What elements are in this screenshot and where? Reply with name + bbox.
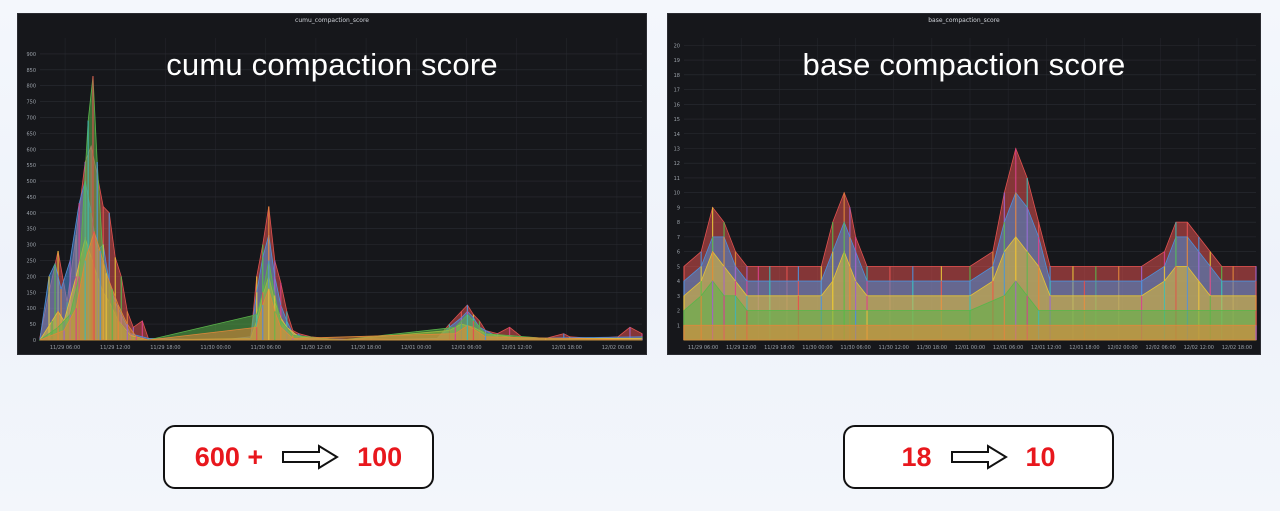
y-tick-label: 100 (26, 306, 36, 312)
y-tick-label: 600 (26, 147, 36, 153)
series-area (683, 324, 1257, 341)
x-tick-label: 11/29 12:00 (100, 345, 130, 351)
y-tick-label: 14 (674, 132, 680, 138)
y-tick-label: 700 (26, 115, 36, 121)
x-tick-label: 11/30 00:00 (802, 345, 832, 351)
y-tick-label: 400 (26, 211, 36, 217)
x-tick-label: 11/30 00:00 (200, 345, 230, 351)
x-tick-label: 11/29 12:00 (726, 345, 756, 351)
x-tick-label: 11/30 06:00 (251, 345, 281, 351)
right-arrow-icon (282, 444, 340, 470)
y-tick-label: 15 (674, 117, 680, 123)
cumu-compaction-chart-panel: cumu_compaction_score 0 50 100 150 200 250 300… (18, 14, 646, 354)
y-tick-label: 9 (677, 205, 680, 211)
y-tick-label: 11 (674, 176, 680, 182)
x-tick-label: 11/29 18:00 (764, 345, 794, 351)
y-tick-label: 150 (26, 290, 36, 296)
y-tick-label: 2 (677, 309, 680, 315)
y-tick-label: 7 (677, 235, 680, 241)
x-tick-label: 12/01 00:00 (955, 345, 985, 351)
x-tick-label: 11/30 12:00 (301, 345, 331, 351)
y-tick-label: 650 (26, 131, 36, 137)
x-tick-label: 12/01 06:00 (451, 345, 481, 351)
base-score-change-callout: 18 10 (843, 425, 1114, 489)
y-tick-label: 17 (674, 88, 680, 94)
x-tick-label: 11/30 06:00 (840, 345, 870, 351)
series-area (39, 144, 643, 341)
y-tick-label: 19 (674, 58, 680, 64)
y-tick-label: 550 (26, 163, 36, 169)
cumu-score-change-callout: 600 + 100 (163, 425, 434, 489)
chart-header-title: base_compaction_score (928, 17, 1000, 24)
y-tick-label: 500 (26, 179, 36, 185)
y-tick-label: 4 (677, 279, 680, 285)
y-tick-label: 350 (26, 227, 36, 233)
x-tick-label: 11/29 06:00 (688, 345, 718, 351)
x-tick-label: 12/01 18:00 (1069, 345, 1099, 351)
y-tick-label: 0 (33, 338, 36, 344)
x-tick-label: 12/02 00:00 (1107, 345, 1137, 351)
y-tick-label: 13 (674, 146, 680, 152)
x-tick-label: 12/02 18:00 (1222, 345, 1252, 351)
chart-header-title: cumu_compaction_score (295, 17, 369, 24)
y-tick-label: 800 (26, 84, 36, 90)
y-tick-label: 450 (26, 195, 36, 201)
x-tick-label: 12/01 18:00 (552, 345, 582, 351)
y-tick-label: 750 (26, 100, 36, 106)
y-tick-label: 50 (30, 322, 36, 328)
y-tick-label: 200 (26, 274, 36, 280)
y-tick-label: 250 (26, 259, 36, 265)
x-tick-label: 12/01 12:00 (1031, 345, 1061, 351)
y-tick-label: 16 (674, 102, 680, 108)
before-value: 600 + (194, 441, 264, 472)
chart-overlay-title: base compaction score (802, 47, 1126, 82)
right-arrow-icon (950, 444, 1008, 470)
x-tick-label: 12/02 00:00 (602, 345, 632, 351)
y-tick-label: 300 (26, 243, 36, 249)
y-tick-label: 5 (677, 264, 680, 270)
y-tick-label: 6 (677, 250, 680, 256)
x-tick-label: 11/30 18:00 (917, 345, 947, 351)
y-tick-label: 1 (677, 323, 680, 329)
chart-overlay-title: cumu compaction score (166, 47, 498, 82)
y-tick-label: 900 (26, 52, 36, 58)
y-tick-label: 20 (674, 43, 680, 49)
series-area (38, 76, 643, 341)
y-tick-label: 8 (677, 220, 680, 226)
x-tick-label: 11/29 18:00 (150, 345, 180, 351)
after-value: 100 (357, 441, 403, 472)
x-tick-label: 12/01 00:00 (401, 345, 431, 351)
y-tick-label: 850 (26, 68, 36, 74)
x-tick-label: 12/02 06:00 (1145, 345, 1175, 351)
x-tick-label: 12/02 12:00 (1184, 345, 1214, 351)
x-tick-label: 11/30 18:00 (351, 345, 381, 351)
y-tick-label: 18 (674, 73, 680, 79)
x-tick-label: 11/29 06:00 (50, 345, 80, 351)
base-compaction-chart-panel: base_compaction_score 1 2 3 4 5 6 7 8 9 10 11 12 13 1… (668, 14, 1260, 354)
y-tick-label: 3 (677, 294, 680, 300)
x-tick-label: 12/01 12:00 (501, 345, 531, 351)
x-tick-label: 11/30 12:00 (879, 345, 909, 351)
cumu-compaction-chart: 0 50 100 150 200 250 300 350 400 450 500 550 600 650 7… (26, 38, 643, 351)
y-tick-label: 10 (674, 191, 680, 197)
before-value: 18 (901, 441, 932, 472)
y-tick-label: 12 (674, 161, 680, 167)
x-tick-label: 12/01 06:00 (993, 345, 1023, 351)
after-value: 10 (1025, 441, 1056, 472)
